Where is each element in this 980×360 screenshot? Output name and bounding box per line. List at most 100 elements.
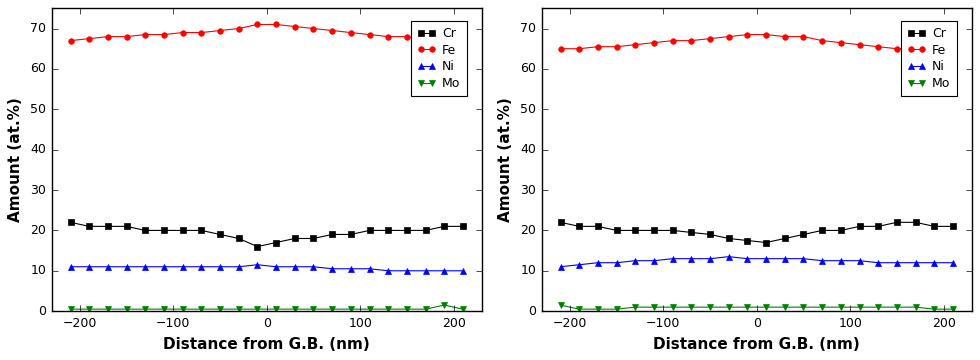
Fe xyxy=(779,35,791,39)
Ni xyxy=(685,257,697,261)
Ni xyxy=(419,269,431,273)
Fe xyxy=(457,35,468,39)
Mo xyxy=(65,307,76,311)
Mo xyxy=(891,305,903,309)
Mo xyxy=(176,307,188,311)
Fe xyxy=(909,46,921,51)
Cr xyxy=(816,228,828,233)
Mo xyxy=(364,307,375,311)
Fe xyxy=(401,35,413,39)
Ni xyxy=(176,265,188,269)
Fe xyxy=(854,42,865,47)
Line: Fe: Fe xyxy=(68,22,466,44)
Ni xyxy=(742,257,754,261)
Fe xyxy=(742,32,754,37)
Cr xyxy=(798,232,809,237)
Fe xyxy=(666,39,678,43)
Fe xyxy=(382,35,394,39)
Mo xyxy=(573,307,585,311)
Mo xyxy=(928,307,940,311)
Mo xyxy=(215,307,226,311)
Mo xyxy=(158,307,170,311)
Fe xyxy=(195,30,207,35)
Cr xyxy=(742,238,754,243)
Fe xyxy=(364,32,375,37)
Fe xyxy=(345,30,357,35)
Mo xyxy=(723,305,735,309)
Cr xyxy=(573,224,585,229)
Cr xyxy=(928,224,940,229)
Mo xyxy=(947,307,958,311)
Fe xyxy=(798,35,809,39)
Mo xyxy=(705,305,716,309)
Cr xyxy=(270,240,282,245)
Ni xyxy=(872,261,884,265)
Cr xyxy=(419,228,431,233)
Fe xyxy=(102,35,114,39)
Mo xyxy=(308,307,319,311)
Ni xyxy=(928,261,940,265)
Cr xyxy=(215,232,226,237)
Ni xyxy=(909,261,921,265)
Cr xyxy=(289,236,301,240)
Mo xyxy=(555,303,566,307)
Line: Ni: Ni xyxy=(68,262,466,274)
Ni xyxy=(779,257,791,261)
Cr xyxy=(685,230,697,235)
Cr xyxy=(401,228,413,233)
Ni xyxy=(555,265,566,269)
Cr xyxy=(233,236,245,240)
Cr xyxy=(345,232,357,237)
Fe xyxy=(65,39,76,43)
Mo xyxy=(270,307,282,311)
Ni xyxy=(364,267,375,271)
Mo xyxy=(419,307,431,311)
Ni xyxy=(705,257,716,261)
Fe xyxy=(419,36,431,41)
Cr xyxy=(121,224,132,229)
Line: Mo: Mo xyxy=(558,302,956,312)
Mo xyxy=(592,307,604,311)
Fe xyxy=(83,36,95,41)
Cr xyxy=(611,228,622,233)
Cr xyxy=(139,228,151,233)
Ni xyxy=(573,262,585,267)
Cr xyxy=(382,228,394,233)
Ni xyxy=(798,257,809,261)
Ni xyxy=(326,267,338,271)
Mo xyxy=(854,305,865,309)
Line: Fe: Fe xyxy=(558,32,956,51)
Ni xyxy=(835,258,847,263)
Ni xyxy=(666,257,678,261)
Fe xyxy=(326,28,338,33)
Mo xyxy=(909,305,921,309)
Mo xyxy=(816,305,828,309)
Cr xyxy=(438,224,450,229)
Fe xyxy=(121,35,132,39)
Ni xyxy=(611,261,622,265)
Fe xyxy=(555,46,566,51)
Mo xyxy=(401,307,413,311)
Cr xyxy=(629,228,641,233)
Fe xyxy=(705,36,716,41)
Fe xyxy=(928,46,940,51)
Mo xyxy=(121,307,132,311)
Ni xyxy=(195,265,207,269)
Cr xyxy=(666,228,678,233)
Cr xyxy=(723,236,735,240)
Fe xyxy=(723,35,735,39)
Ni xyxy=(854,258,865,263)
Cr xyxy=(102,224,114,229)
Cr xyxy=(457,224,468,229)
Legend: Cr, Fe, Ni, Mo: Cr, Fe, Ni, Mo xyxy=(901,21,956,96)
Ni xyxy=(289,265,301,269)
Cr xyxy=(555,220,566,225)
Fe xyxy=(438,35,450,39)
Line: Cr: Cr xyxy=(558,220,956,245)
Cr xyxy=(308,236,319,240)
Cr xyxy=(909,220,921,225)
Ni xyxy=(252,262,264,267)
Ni xyxy=(102,265,114,269)
Y-axis label: Amount (at.%): Amount (at.%) xyxy=(9,97,24,222)
Ni xyxy=(233,265,245,269)
